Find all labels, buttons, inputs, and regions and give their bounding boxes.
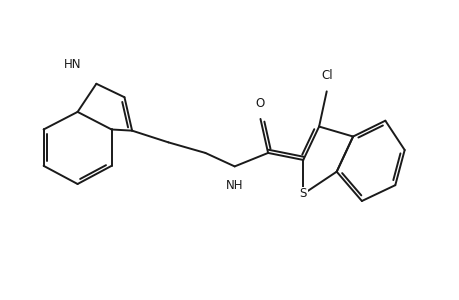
Text: HN: HN bbox=[64, 58, 82, 71]
Text: Cl: Cl bbox=[320, 69, 332, 82]
Text: NH: NH bbox=[225, 179, 243, 192]
Text: S: S bbox=[299, 188, 306, 200]
Text: O: O bbox=[255, 97, 264, 110]
